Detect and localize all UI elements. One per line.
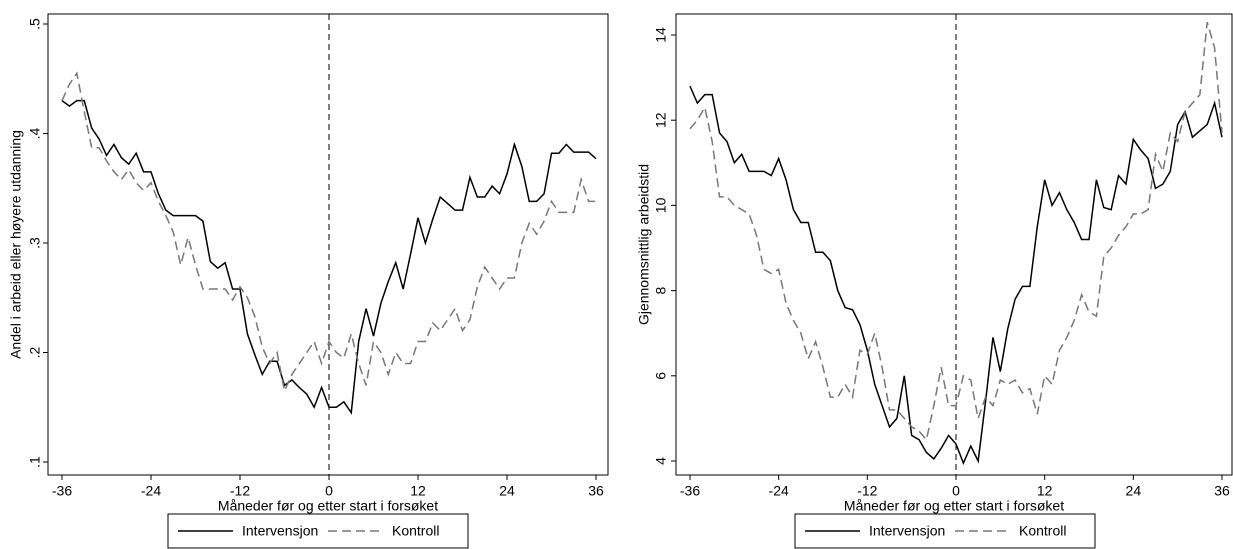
x-tick-label: -12 (230, 483, 250, 499)
y-tick-label: .2 (27, 346, 43, 358)
x-tick-label: -36 (680, 483, 700, 499)
y-tick-label: 8 (653, 286, 669, 294)
y-tick-label: .5 (27, 18, 43, 30)
legend-label: Kontroll (1019, 523, 1066, 539)
plot-frame (675, 13, 1233, 476)
x-tick-label: 24 (1126, 483, 1142, 499)
series-line (61, 71, 596, 394)
y-tick-label: .4 (27, 127, 43, 139)
series-line (689, 22, 1223, 442)
legend-box (167, 513, 469, 549)
legend-box (794, 513, 1096, 549)
x-tick-label: 12 (1037, 483, 1053, 499)
x-tick-label: 36 (1214, 483, 1230, 499)
x-tick-label: 24 (499, 483, 515, 499)
plot-frame (47, 13, 609, 476)
series-line (689, 85, 1223, 466)
y-tick-label: 12 (653, 112, 669, 128)
y-axis-title: Andel i arbeid eller høyere utdanning (8, 130, 24, 359)
y-axis-title: Gjennomsnittlig arbeidstid (636, 164, 652, 325)
legend-label: Intervensjon (242, 523, 318, 539)
x-axis-title: Måneder før og etter start i forsøket (844, 498, 1064, 514)
legend-label: Kontroll (392, 523, 439, 539)
x-tick-label: -12 (857, 483, 877, 499)
x-tick-label: 36 (588, 483, 604, 499)
y-tick-label: .1 (27, 456, 43, 468)
x-tick-label: 12 (410, 483, 426, 499)
x-tick-label: -36 (52, 483, 72, 499)
y-tick-label: .3 (27, 237, 43, 249)
x-tick-label: 0 (325, 483, 333, 499)
x-tick-label: -24 (141, 483, 161, 499)
x-tick-label: 0 (952, 483, 960, 499)
series-line (61, 99, 597, 415)
x-tick-label: -24 (769, 483, 789, 499)
legend-label: Intervensjon (869, 523, 945, 539)
x-axis-title: Måneder før og etter start i forsøket (218, 498, 438, 514)
y-tick-label: 4 (653, 457, 669, 465)
y-tick-label: 6 (653, 372, 669, 380)
y-tick-label: 10 (653, 197, 669, 213)
y-tick-label: 14 (653, 27, 669, 43)
